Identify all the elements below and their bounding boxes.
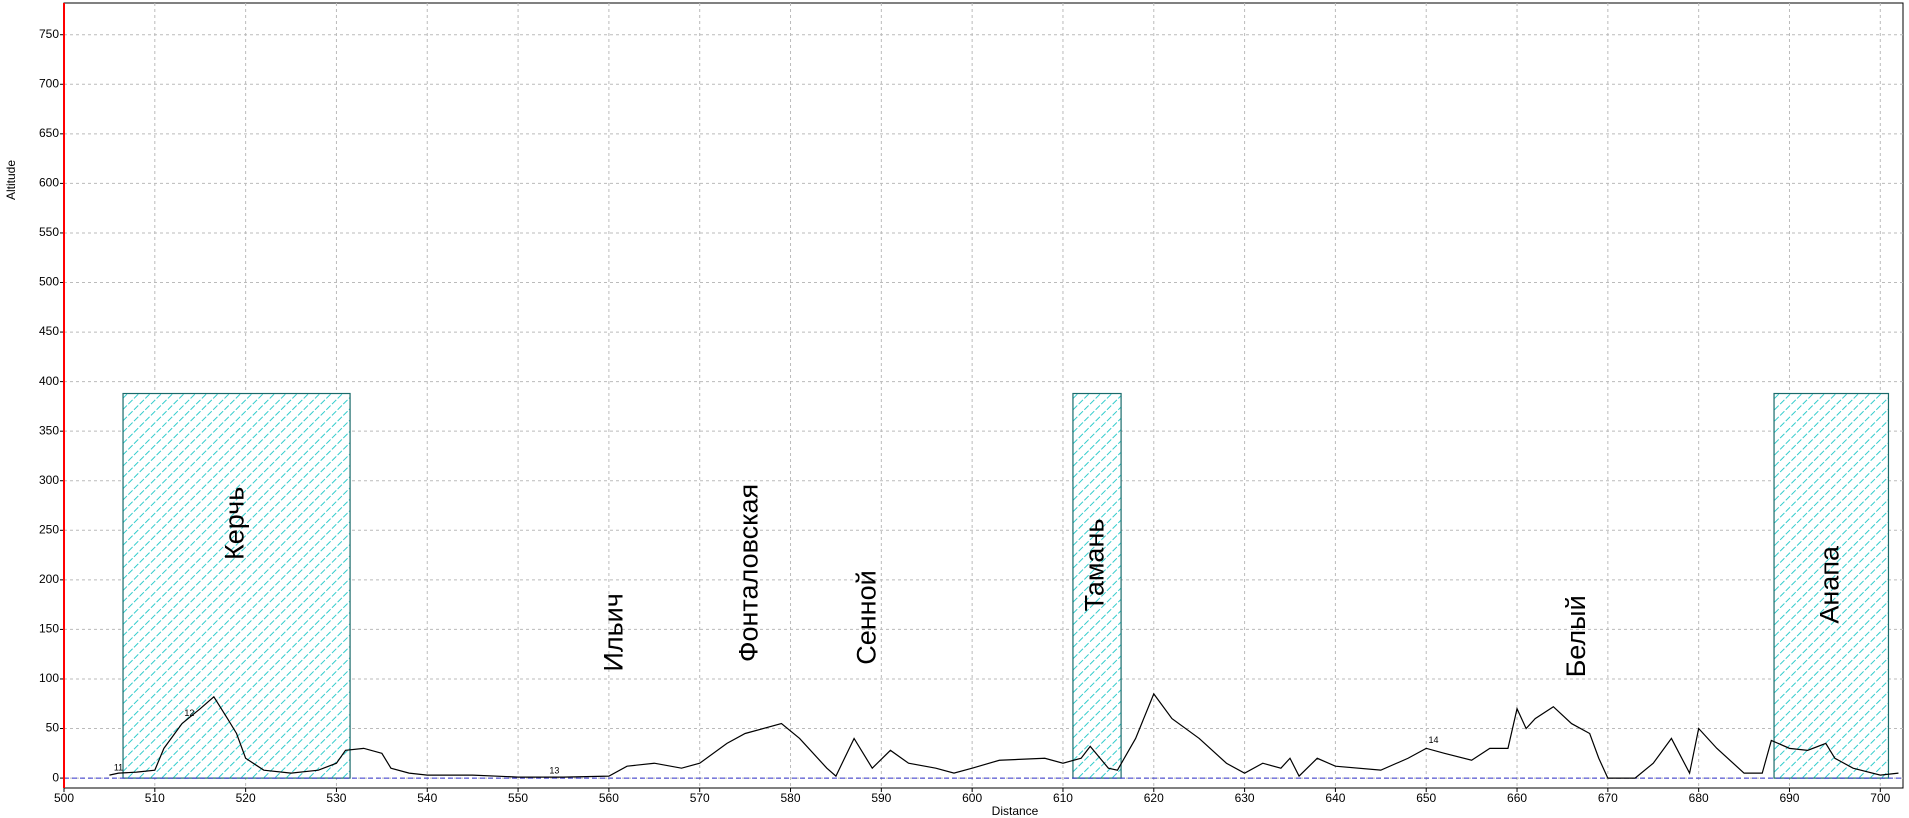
x-tick-label: 510 xyxy=(145,791,165,805)
y-axis-title: Altitude xyxy=(4,160,18,200)
x-tick-label: 620 xyxy=(1144,791,1164,805)
y-tick-label: 100 xyxy=(39,671,59,685)
y-tick-label: 550 xyxy=(39,225,59,239)
x-tick-label: 700 xyxy=(1870,791,1890,805)
y-tick-label: 350 xyxy=(39,423,59,437)
x-axis-title: Distance xyxy=(992,804,1039,818)
x-tick-label: 600 xyxy=(962,791,982,805)
x-tick-label: 680 xyxy=(1689,791,1709,805)
x-tick-label: 540 xyxy=(417,791,437,805)
x-tick-label: 580 xyxy=(781,791,801,805)
profile-line xyxy=(109,692,1899,779)
y-tick-label: 150 xyxy=(39,622,59,636)
x-tick-label: 550 xyxy=(508,791,528,805)
y-tick-label: 400 xyxy=(39,374,59,388)
x-tick-label: 560 xyxy=(599,791,619,805)
y-tick-label: 600 xyxy=(39,176,59,190)
y-tick-label: 0 xyxy=(52,770,59,784)
x-tick-label: 500 xyxy=(54,791,74,805)
y-tick-label: 650 xyxy=(39,126,59,140)
zone xyxy=(122,392,351,779)
y-tick-label: 250 xyxy=(39,522,59,536)
y-tick-label: 200 xyxy=(39,572,59,586)
zone xyxy=(1072,392,1122,779)
place-label: Керчь xyxy=(220,487,250,560)
point-label: 14 xyxy=(1428,735,1438,745)
y-tick-label: 50 xyxy=(46,721,60,735)
place-label: Ильич xyxy=(598,593,628,671)
y-tick-label: 300 xyxy=(39,473,59,487)
x-tick-label: 690 xyxy=(1779,791,1799,805)
place-label: Тамань xyxy=(1080,519,1110,612)
y-tick-label: 700 xyxy=(39,76,59,90)
x-tick-label: 590 xyxy=(871,791,891,805)
x-tick-label: 530 xyxy=(326,791,346,805)
y-tick-label: 500 xyxy=(39,275,59,289)
point-label: 12 xyxy=(184,708,194,718)
point-label: 11 xyxy=(114,763,123,773)
x-tick-label: 570 xyxy=(690,791,710,805)
x-tick-label: 630 xyxy=(1235,791,1255,805)
x-tick-label: 610 xyxy=(1053,791,1073,805)
x-tick-label: 650 xyxy=(1416,791,1436,805)
x-tick-label: 660 xyxy=(1507,791,1527,805)
place-label: Сенной xyxy=(852,570,882,664)
place-label: Фонталовская xyxy=(734,484,764,662)
place-label: Анапа xyxy=(1814,545,1844,624)
x-tick-label: 520 xyxy=(236,791,256,805)
x-tick-label: 640 xyxy=(1325,791,1345,805)
y-tick-label: 450 xyxy=(39,324,59,338)
point-label: 13 xyxy=(549,766,559,776)
y-tick-label: 750 xyxy=(39,27,59,41)
zone xyxy=(1773,392,1890,779)
place-label: Белый xyxy=(1561,595,1591,677)
x-tick-label: 670 xyxy=(1598,791,1618,805)
